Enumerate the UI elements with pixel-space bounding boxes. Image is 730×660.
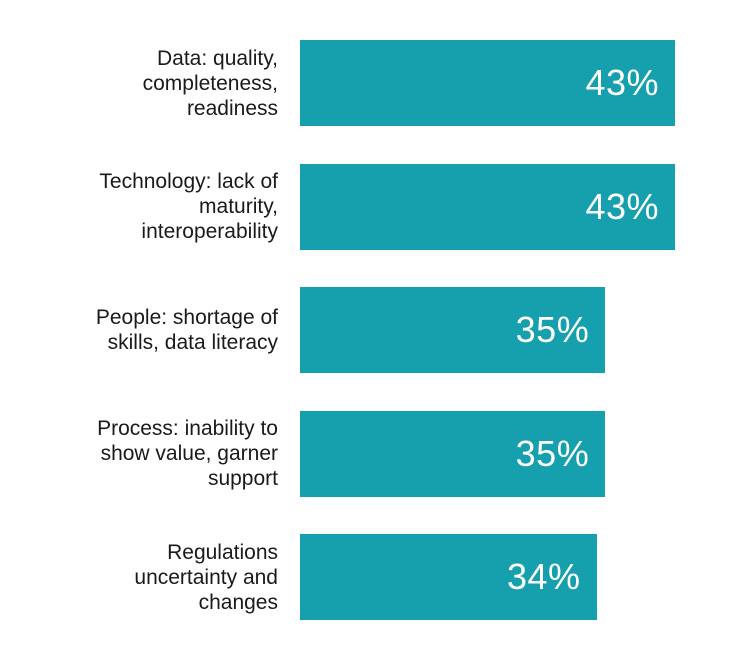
bar: 34% (300, 534, 597, 620)
category-label: Process: inability to show value, garner… (97, 417, 278, 490)
bar-value-label: 34% (506, 556, 581, 597)
bar-value-label: 35% (515, 309, 590, 350)
bar-value-label: 35% (515, 432, 590, 474)
bar: 43% (300, 40, 675, 126)
bar: 35% (300, 410, 606, 497)
category-label: People: shortage of skills, data literac… (95, 306, 278, 354)
bar-value-label: 43% (585, 62, 659, 103)
category-label: Technology: lack of maturity, interopera… (99, 170, 278, 243)
category-label: Regulations uncertainty and changes (134, 540, 278, 614)
category-label: Data: quality, completeness, readiness (142, 46, 278, 120)
bar: 43% (300, 163, 675, 250)
bar: 35% (300, 287, 606, 373)
bar-value-label: 43% (585, 185, 659, 227)
